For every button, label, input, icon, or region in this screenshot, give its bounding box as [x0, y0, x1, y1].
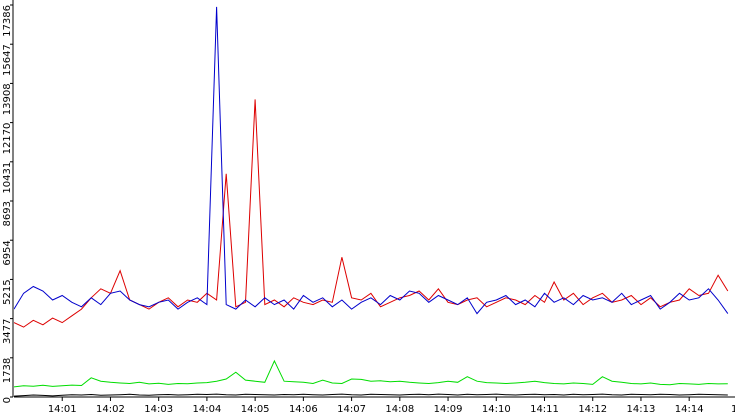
series-line — [14, 393, 728, 397]
y-tick-label: 6954 — [2, 240, 13, 265]
y-tick-label: 0 — [2, 397, 13, 403]
x-tick-label: 14 — [731, 404, 735, 415]
y-tick-label: 8693 — [2, 201, 13, 226]
y-tick-label: 1738 — [2, 358, 13, 383]
y-tick-label: 3477 — [2, 319, 13, 344]
x-tick-label: 14:06 — [289, 404, 318, 415]
x-tick-label: 14:02 — [96, 404, 125, 415]
y-tick-label: 15647 — [2, 44, 13, 76]
series-line — [14, 99, 729, 328]
y-tick-label: 10431 — [2, 162, 13, 194]
x-tick-label: 14:01 — [48, 404, 77, 415]
x-tick-label: 14:10 — [482, 404, 511, 415]
x-tick-label: 14:04 — [192, 404, 221, 415]
x-tick-label: 14:13 — [627, 404, 656, 415]
x-tick-label: 14:03 — [144, 404, 173, 415]
x-tick-label: 14:09 — [434, 404, 463, 415]
series-line — [14, 359, 728, 388]
series-line — [14, 6, 729, 315]
x-tick-label: 14:12 — [578, 404, 607, 415]
x-tick-label: 14:05 — [241, 404, 270, 415]
plot-area — [14, 6, 729, 397]
x-tick-label: 14:11 — [530, 404, 559, 415]
x-tick-label: 14:08 — [385, 404, 414, 415]
x-tick-label: 14:14 — [675, 404, 704, 415]
y-tick-label: 5215 — [2, 279, 13, 304]
y-tick-label: 17386 — [2, 5, 13, 37]
y-tick-label: 13908 — [2, 83, 13, 115]
y-tick-label: 12170 — [2, 123, 13, 155]
x-tick-label: 14:07 — [337, 404, 366, 415]
